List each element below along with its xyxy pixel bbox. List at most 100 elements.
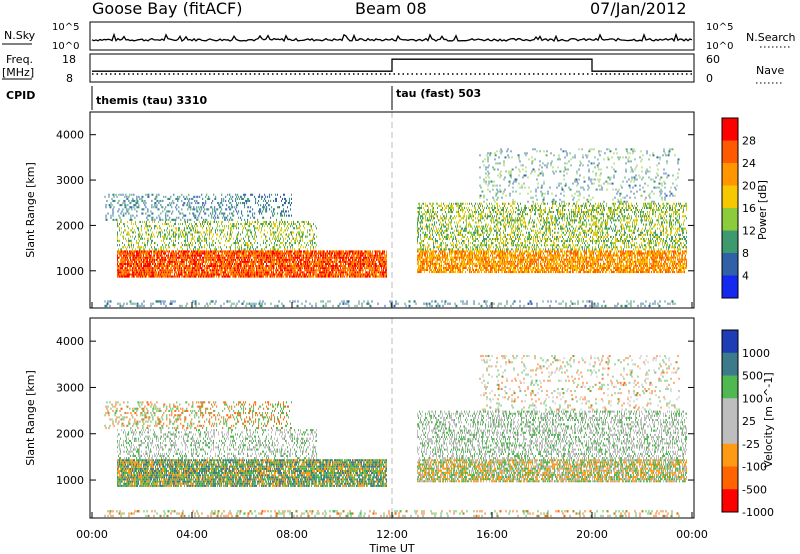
- power-data-cell: [432, 266, 433, 269]
- power-data-cell: [247, 265, 248, 268]
- power-data-cell: [215, 197, 217, 200]
- power-data-cell: [270, 256, 271, 259]
- power-data-cell: [250, 229, 251, 232]
- power-data-cell: [335, 252, 336, 255]
- power-data-cell: [353, 258, 354, 261]
- power-data-cell: [144, 237, 145, 240]
- power-data-cell: [305, 269, 306, 272]
- power-data-cell: [348, 260, 349, 263]
- power-data-cell: [276, 237, 277, 240]
- power-data-cell: [354, 258, 355, 261]
- power-data-cell: [226, 216, 228, 219]
- power-data-cell: [298, 254, 299, 257]
- power-data-cell: [214, 267, 215, 270]
- power-data-cell: [332, 252, 333, 255]
- power-data-cell: [129, 265, 130, 268]
- power-data-cell: [126, 262, 127, 265]
- power-data-cell: [164, 229, 165, 232]
- power-data-cell: [155, 273, 156, 276]
- power-data-cell: [281, 269, 282, 272]
- power-data-cell: [190, 233, 191, 236]
- power-data-cell: [244, 193, 246, 196]
- power-data-cell: [302, 233, 303, 236]
- power-data-cell: [160, 199, 162, 202]
- power-data-cell: [126, 233, 127, 236]
- power-data-cell: [275, 223, 276, 226]
- power-data-cell: [177, 273, 178, 276]
- noise-tick-top-right: 10^5: [706, 22, 733, 33]
- power-data-cell: [364, 252, 365, 255]
- power-data-cell: [234, 269, 235, 272]
- power-data-cell: [261, 229, 262, 232]
- power-data-cell: [223, 214, 225, 217]
- power-data-cell: [306, 250, 307, 253]
- power-data-cell: [253, 265, 254, 268]
- power-data-cell: [226, 204, 228, 207]
- power-data-cell: [189, 231, 190, 234]
- power-data-cell: [196, 208, 198, 211]
- power-data-cell: [188, 199, 190, 202]
- power-data-cell: [371, 271, 372, 274]
- power-data-cell: [145, 269, 146, 272]
- power-data-cell: [305, 273, 306, 276]
- power-data-cell: [271, 271, 272, 274]
- power-data-cell: [368, 265, 369, 268]
- power-data-cell: [320, 267, 321, 270]
- power-data-cell: [384, 275, 385, 278]
- power-data-cell: [196, 271, 197, 274]
- power-data-cell: [380, 260, 381, 263]
- power-data-cell: [299, 269, 300, 272]
- power-data-cell: [118, 199, 120, 202]
- power-data-cell: [166, 262, 167, 265]
- power-data-cell: [259, 262, 260, 265]
- power-data-cell: [316, 250, 317, 253]
- power-data-cell: [437, 258, 438, 261]
- power-data-cell: [296, 254, 297, 257]
- power-data-cell: [254, 269, 255, 272]
- power-data-cell: [436, 266, 437, 269]
- power-data-cell: [235, 199, 237, 202]
- power-data-cell: [172, 271, 173, 274]
- power-data-cell: [206, 271, 207, 274]
- power-data-cell: [221, 202, 223, 205]
- power-data-cell: [127, 256, 128, 259]
- power-data-cell: [278, 237, 279, 240]
- power-data-cell: [280, 237, 281, 240]
- power-data-cell: [137, 242, 138, 245]
- power-data-cell: [171, 256, 172, 259]
- power-data-cell: [214, 254, 215, 257]
- power-data-cell: [280, 260, 281, 263]
- power-data-cell: [296, 260, 297, 263]
- power-data-cell: [192, 254, 193, 257]
- power-data-cell: [133, 254, 134, 257]
- power-data-cell: [198, 265, 199, 268]
- power-data-cell: [370, 260, 371, 263]
- power-data-cell: [307, 262, 308, 265]
- power-data-cell: [231, 269, 232, 272]
- power-data-cell: [165, 269, 166, 272]
- power-data-cell: [164, 260, 165, 263]
- power-data-cell: [366, 260, 367, 263]
- power-data-cell: [436, 250, 437, 253]
- power-data-cell: [185, 237, 186, 240]
- power-data-cell: [302, 237, 303, 240]
- power-data-cell: [319, 265, 320, 268]
- power-data-cell: [209, 242, 210, 245]
- power-data-cell: [191, 262, 192, 265]
- power-data-cell: [137, 262, 138, 265]
- power-data-cell: [223, 250, 224, 253]
- power-data-cell: [148, 275, 149, 278]
- power-data-cell: [172, 262, 173, 265]
- power-data-cell: [339, 256, 340, 259]
- power-data-cell: [244, 254, 245, 257]
- power-data-cell: [308, 260, 309, 263]
- power-data-cell: [212, 199, 214, 202]
- power-data-cell: [131, 220, 132, 223]
- power-data-cell: [175, 252, 176, 255]
- power-data-cell: [314, 256, 315, 259]
- power-data-cell: [276, 260, 277, 263]
- power-data-cell: [239, 273, 240, 276]
- power-data-cell: [264, 267, 265, 270]
- power-data-cell: [301, 271, 302, 274]
- power-data-cell: [206, 265, 207, 268]
